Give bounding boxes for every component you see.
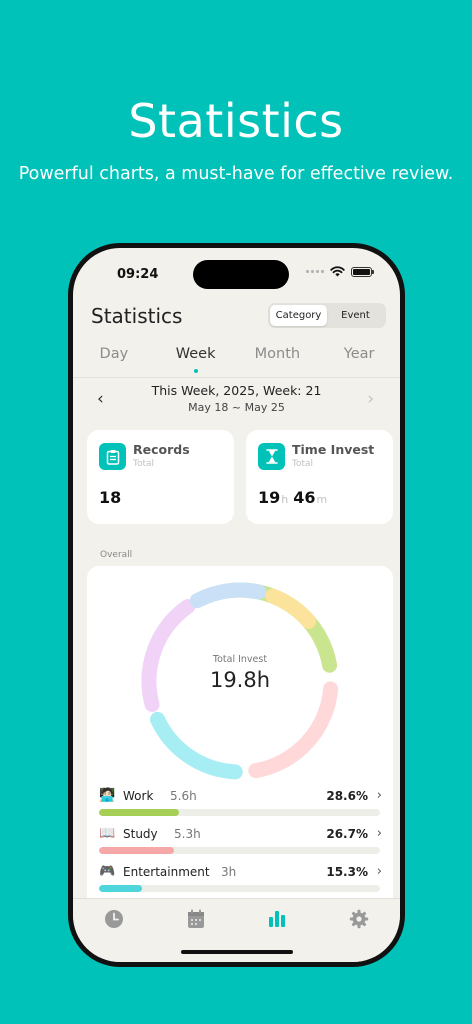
- category-name: Entertainment: [123, 865, 210, 879]
- progress-fill: [99, 885, 142, 892]
- chevron-right-icon[interactable]: ›: [367, 389, 374, 409]
- chevron-right-icon: ›: [376, 864, 382, 879]
- donut-segment-yellow: [265, 588, 317, 629]
- week-navigator: ‹ This Week, 2025, Week: 21 May 18 ~ May…: [73, 381, 400, 419]
- category-hours: 5.3h: [174, 827, 201, 841]
- donut-segment-blue: [189, 582, 267, 609]
- clock-icon: [104, 910, 123, 928]
- tab-statistics[interactable]: [237, 899, 319, 962]
- time-invest-sub: Total: [292, 459, 314, 469]
- time-invest-card[interactable]: Time Invest Total 19h 46m: [246, 430, 393, 524]
- time-invest-value: 19h 46m: [258, 488, 332, 507]
- progress-track: [99, 885, 380, 892]
- battery-icon: [351, 266, 374, 277]
- bar-chart-icon: [269, 911, 286, 927]
- donut-segment-lavender: [141, 598, 196, 713]
- status-icons: [306, 266, 374, 277]
- clipboard-icon: [99, 443, 126, 470]
- records-card[interactable]: Records Total 18: [87, 430, 234, 524]
- segment-event[interactable]: Event: [341, 310, 370, 321]
- tab-clock[interactable]: [73, 899, 155, 962]
- hourglass-icon: [258, 443, 285, 470]
- category-row-entertainment[interactable]: 🎮 Entertainment 3h 15.3% ›: [99, 864, 382, 898]
- category-name: Study: [123, 827, 158, 841]
- book-icon: 📖: [99, 826, 116, 841]
- tab-year[interactable]: Year: [318, 346, 400, 376]
- category-percent: 26.7%: [326, 827, 368, 841]
- category-percent: 15.3%: [326, 865, 368, 879]
- category-donut-chart: [141, 582, 339, 780]
- wifi-icon: [330, 266, 345, 277]
- time-invest-minutes: 46: [293, 488, 316, 507]
- progress-fill: [99, 809, 180, 816]
- tab-year-label: Year: [343, 346, 375, 362]
- donut-caption: Total Invest: [212, 654, 268, 665]
- records-sub: Total: [133, 459, 155, 469]
- view-segmented-control: Category Event: [268, 303, 386, 328]
- donut-segment-pink: [248, 681, 339, 779]
- phone-frame: 09:24 Statistics Category Event Day Week…: [68, 243, 405, 967]
- week-title: This Week, 2025, Week: 21: [151, 383, 322, 398]
- overall-section-label: Overall: [100, 550, 133, 560]
- period-tabs: Day Week Month Year: [73, 346, 400, 376]
- page-title: Statistics: [91, 304, 183, 328]
- segment-category[interactable]: Category: [270, 305, 327, 326]
- week-date-range: May 18 ~ May 25: [188, 401, 285, 414]
- promo-subtitle: Powerful charts, a must-have for effecti…: [18, 164, 454, 184]
- category-hours: 5.6h: [170, 789, 197, 803]
- tab-month-label: Month: [254, 346, 301, 362]
- tab-calendar[interactable]: [155, 899, 237, 962]
- category-row-work[interactable]: 🧑🏻‍💻 Work 5.6h 28.6% ›: [99, 788, 382, 822]
- home-indicator: [181, 950, 293, 954]
- time-invest-hours: 19: [258, 488, 281, 507]
- donut-total: 19.8h: [209, 668, 271, 692]
- category-row-study[interactable]: 📖 Study 5.3h 26.7% ›: [99, 826, 382, 860]
- category-name: Work: [123, 789, 154, 803]
- divider: [73, 377, 400, 378]
- technologist-icon: 🧑🏻‍💻: [99, 788, 116, 803]
- tab-day[interactable]: Day: [73, 346, 155, 376]
- signal-icon: [306, 270, 324, 273]
- records-value: 18: [99, 488, 122, 507]
- tab-month[interactable]: Month: [237, 346, 319, 376]
- chevron-left-icon[interactable]: ‹: [97, 389, 104, 409]
- chevron-right-icon: ›: [376, 826, 382, 841]
- status-time: 09:24: [117, 267, 159, 282]
- gear-icon: [349, 909, 369, 929]
- dynamic-island: [193, 260, 289, 289]
- calendar-icon: [187, 909, 204, 928]
- tab-day-label: Day: [99, 346, 129, 362]
- category-percent: 28.6%: [326, 789, 368, 803]
- tab-settings[interactable]: [318, 899, 400, 962]
- tab-week-label: Week: [175, 346, 216, 362]
- time-invest-label: Time Invest: [292, 442, 375, 457]
- category-hours: 3h: [221, 865, 237, 879]
- tab-week[interactable]: Week: [155, 346, 237, 376]
- hours-unit: h: [281, 493, 289, 506]
- minutes-unit: m: [316, 493, 328, 506]
- progress-track: [99, 847, 380, 854]
- game-controller-icon: 🎮: [99, 864, 116, 879]
- progress-track: [99, 809, 380, 816]
- overall-card: Total Invest 19.8h 🧑🏻‍💻 Work 5.6h 28.6% …: [87, 566, 393, 906]
- phone-screen: 09:24 Statistics Category Event Day Week…: [73, 248, 400, 962]
- chevron-right-icon: ›: [376, 788, 382, 803]
- records-label: Records: [133, 442, 190, 457]
- progress-fill: [99, 847, 175, 854]
- promo-title: Statistics: [128, 94, 344, 148]
- active-tab-indicator: [193, 369, 198, 373]
- donut-segment-cyan: [150, 711, 243, 780]
